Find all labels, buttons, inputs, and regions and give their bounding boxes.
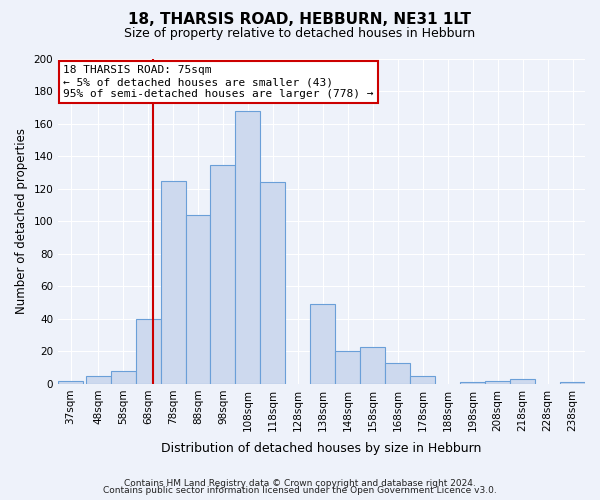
Bar bbox=[260, 182, 286, 384]
Text: Size of property relative to detached houses in Hebburn: Size of property relative to detached ho… bbox=[124, 28, 476, 40]
Text: 18 THARSIS ROAD: 75sqm
← 5% of detached houses are smaller (43)
95% of semi-deta: 18 THARSIS ROAD: 75sqm ← 5% of detached … bbox=[64, 66, 374, 98]
Bar bbox=[211, 164, 235, 384]
Text: 18, THARSIS ROAD, HEBBURN, NE31 1LT: 18, THARSIS ROAD, HEBBURN, NE31 1LT bbox=[128, 12, 472, 28]
Bar bbox=[485, 380, 510, 384]
Bar bbox=[86, 376, 110, 384]
Bar bbox=[310, 304, 335, 384]
Bar bbox=[385, 363, 410, 384]
Bar bbox=[510, 379, 535, 384]
Bar bbox=[560, 382, 585, 384]
Bar bbox=[185, 215, 211, 384]
Bar bbox=[58, 380, 83, 384]
Bar bbox=[460, 382, 485, 384]
Text: Contains public sector information licensed under the Open Government Licence v3: Contains public sector information licen… bbox=[103, 486, 497, 495]
Bar bbox=[136, 319, 161, 384]
Bar bbox=[335, 352, 360, 384]
Text: Contains HM Land Registry data © Crown copyright and database right 2024.: Contains HM Land Registry data © Crown c… bbox=[124, 478, 476, 488]
Bar bbox=[110, 371, 136, 384]
Y-axis label: Number of detached properties: Number of detached properties bbox=[15, 128, 28, 314]
Bar bbox=[235, 111, 260, 384]
Bar bbox=[161, 181, 185, 384]
X-axis label: Distribution of detached houses by size in Hebburn: Distribution of detached houses by size … bbox=[161, 442, 482, 455]
Bar bbox=[410, 376, 435, 384]
Bar bbox=[360, 346, 385, 384]
